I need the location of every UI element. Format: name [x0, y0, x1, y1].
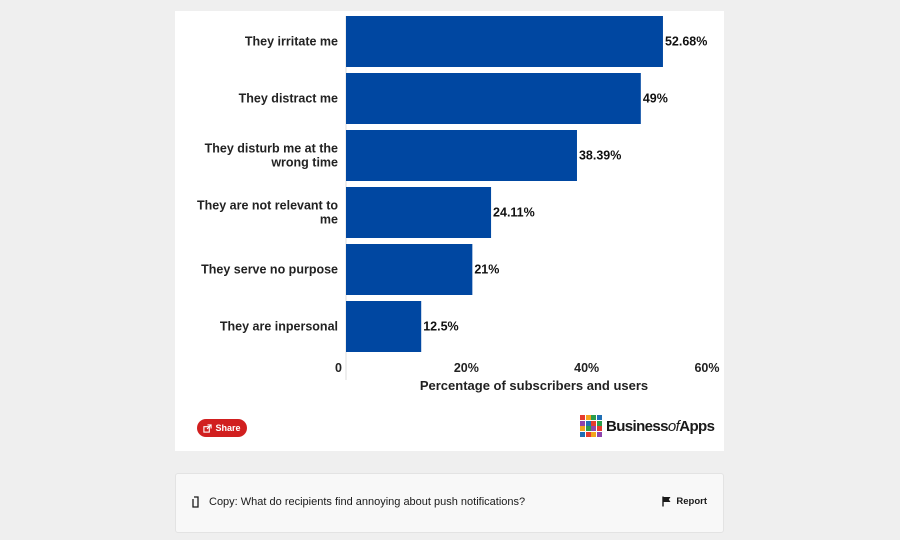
- data-label: 52.68%: [665, 35, 707, 49]
- bar: [346, 244, 473, 295]
- bar-chart: 52.68% They irritate me 49% They distract m…: [197, 16, 720, 393]
- bar: [346, 187, 492, 238]
- data-label: 21%: [474, 263, 499, 277]
- data-label: 38.39%: [579, 149, 621, 163]
- report-button[interactable]: Report: [662, 496, 707, 507]
- brand-logo-square: [591, 426, 596, 432]
- bar: [346, 130, 577, 181]
- data-label: 24.11%: [493, 206, 535, 220]
- share-icon: [203, 423, 213, 433]
- brand-logo-square: [585, 415, 591, 420]
- brand-logo-square: [585, 426, 591, 432]
- category-label: They irritate me: [245, 35, 338, 49]
- brand-logo-square: [596, 431, 602, 437]
- share-label: Share: [215, 423, 241, 433]
- x-tick-label: 0: [335, 361, 342, 375]
- share-button[interactable]: Share: [197, 419, 247, 437]
- x-tick-label: 40%: [574, 361, 599, 375]
- chart-card: 52.68% They irritate me 49% They distract m…: [175, 11, 724, 451]
- brand-logo-icon: [580, 415, 602, 437]
- brand-name: BusinessofApps: [606, 417, 715, 435]
- brand-logo-square: [585, 420, 591, 426]
- category-label: They distract me: [239, 92, 338, 106]
- x-axis-title: Percentage of subscribers and users: [420, 378, 648, 393]
- copy-text[interactable]: Copy: What do recipients find annoying a…: [209, 496, 526, 508]
- category-label: They are not relevant to me: [197, 199, 338, 227]
- brand-logo-square: [580, 426, 585, 432]
- brand-logo-square: [591, 431, 596, 437]
- data-label: 12.5%: [423, 320, 458, 334]
- brand-logo-square: [585, 431, 591, 437]
- copy-icon[interactable]: [192, 496, 200, 508]
- brand-logo-square: [596, 420, 602, 426]
- brand-logo-block: BusinessofApps: [580, 415, 715, 437]
- brand-logo-square: [580, 420, 585, 426]
- copy-bar: Copy: What do recipients find annoying a…: [175, 473, 724, 533]
- x-tick-label: 60%: [694, 361, 719, 375]
- flag-icon: [662, 496, 671, 507]
- category-label: They serve no purpose: [201, 263, 338, 277]
- brand-logo-square: [596, 426, 602, 432]
- category-label: They are inpersonal: [220, 320, 338, 334]
- brand-logo-square: [591, 415, 596, 420]
- brand-logo-square: [591, 420, 596, 426]
- brand-logo-square: [596, 415, 602, 420]
- x-tick-label: 20%: [454, 361, 479, 375]
- brand-logo-square: [580, 415, 585, 420]
- bar: [346, 73, 641, 124]
- bar: [346, 16, 663, 67]
- bar: [346, 301, 422, 352]
- brand-logo-square: [580, 431, 585, 437]
- category-label: They disturb me at the wrong time: [205, 142, 338, 170]
- report-label: Report: [676, 496, 707, 507]
- data-label: 49%: [643, 92, 668, 106]
